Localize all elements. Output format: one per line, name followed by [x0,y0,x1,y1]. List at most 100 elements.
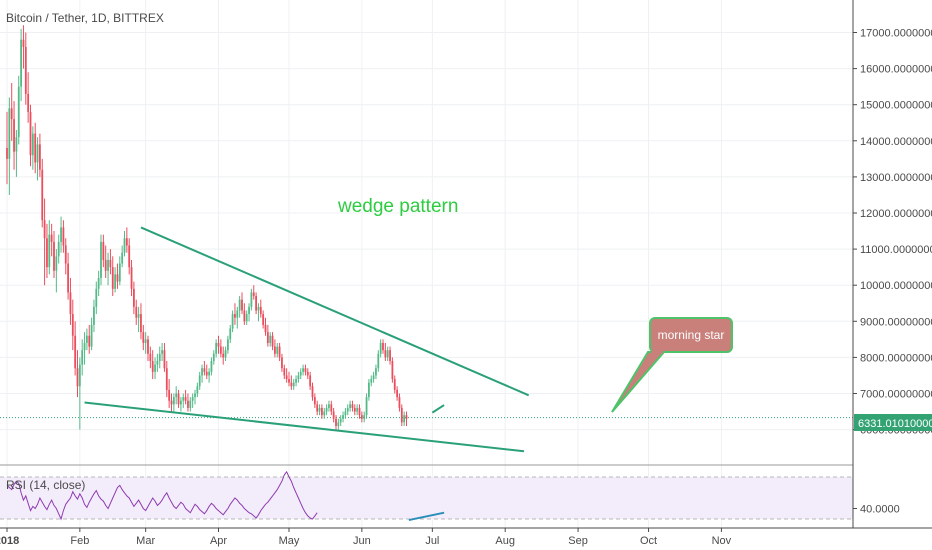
candle-body [342,415,344,419]
candle-body [15,137,18,152]
candle-body [243,310,246,322]
candle-body [391,361,394,380]
rsi-tick-label: 40.0000 [860,504,900,516]
candle-body [90,324,93,347]
candle-body [215,342,218,354]
candle-body [398,397,401,408]
candle-body [278,346,281,358]
candle-body [43,220,46,239]
candle-body [405,415,408,419]
candle-body [168,389,171,401]
candle-body [62,227,65,246]
time-tick-label: 2018 [0,535,19,547]
time-tick-label: Jul [425,535,439,547]
candle-body [156,361,159,365]
candle-body [170,400,173,405]
candle-body [368,382,370,398]
candle-body [36,144,39,163]
candle-body [276,346,279,354]
time-tick-label: Jun [353,535,371,547]
candle-body [133,288,135,307]
candle-body [109,259,112,268]
candle-body [400,407,403,423]
candle-body [116,274,119,282]
candle-body [41,169,44,221]
rsi-label: RSI (14, close) [6,478,85,492]
grid [0,0,853,528]
candle-body [313,397,316,405]
candle-body [39,144,41,170]
candle-body [393,379,396,390]
callout-label: morning star [658,328,725,342]
candle-body [297,375,300,380]
candle-body [252,292,255,297]
candle-body [128,245,131,268]
candle-body [370,379,373,383]
candle-body [264,324,267,333]
candle-body [177,393,180,405]
candle-body [290,382,293,387]
candle-body [306,371,309,376]
candle-body [17,86,20,138]
chart-title: Bitcoin / Tether, 1D, BITTREX [6,11,164,25]
candle-body [379,342,382,354]
candle-body [288,379,290,383]
candle-body [20,39,22,87]
candle-body [302,368,304,372]
candle-body [241,299,243,311]
candle-body [234,314,236,318]
candle-body [57,241,60,257]
candle-body [81,350,84,365]
candle-body [208,371,210,376]
candle-body [358,407,361,416]
candle-body [34,133,37,163]
candle-body [60,227,62,242]
candle-body [83,342,86,351]
candle-body [137,314,140,318]
candle-body [323,411,326,416]
candle-body [269,335,272,343]
candle-body [189,400,192,408]
rsi-line [6,470,318,521]
time-tick-label: Oct [640,535,657,547]
candle-body [118,263,121,282]
candle-body [140,314,142,333]
price-tick-label: 16000.00000000 [860,64,932,76]
candle-body [292,382,295,387]
candle-body [67,263,69,293]
wedge-pattern-label: wedge pattern [337,196,458,217]
price-tick-label: 8000.00000000 [860,352,932,364]
candle-body [93,306,95,325]
candle-body [231,314,234,329]
rsi-panel: 40.0000 [0,470,900,522]
candle-body [283,368,286,376]
candle-body [238,299,241,311]
time-axis: 2018 Feb Mar Apr May Jun Jul Aug Sep Oct Nov [0,528,732,547]
candle-body [337,422,340,426]
candle-body [255,296,257,311]
candle-body [335,418,337,426]
candle-body [88,335,91,347]
price-tick-label: 9000.00000000 [860,316,932,328]
time-tick-label: Nov [712,535,732,547]
candle-body [107,259,109,271]
price-tick-label: 11000.00000000 [860,244,932,256]
candle-body [250,292,253,307]
time-tick-label: Aug [495,535,515,547]
candle-body [257,306,260,311]
candle-body [339,418,342,423]
candle-body [271,335,274,347]
candle-body [332,411,335,419]
candle-body [396,389,398,398]
candle-body [346,407,349,412]
candle-body [100,241,102,278]
candle-body [281,357,283,369]
candle-body [212,353,215,362]
trendline [140,226,530,397]
candle-body [201,368,203,376]
candle-body [325,407,328,412]
candle-body [196,386,199,394]
time-tick-label: Apr [210,535,227,547]
candle-body [349,404,351,408]
